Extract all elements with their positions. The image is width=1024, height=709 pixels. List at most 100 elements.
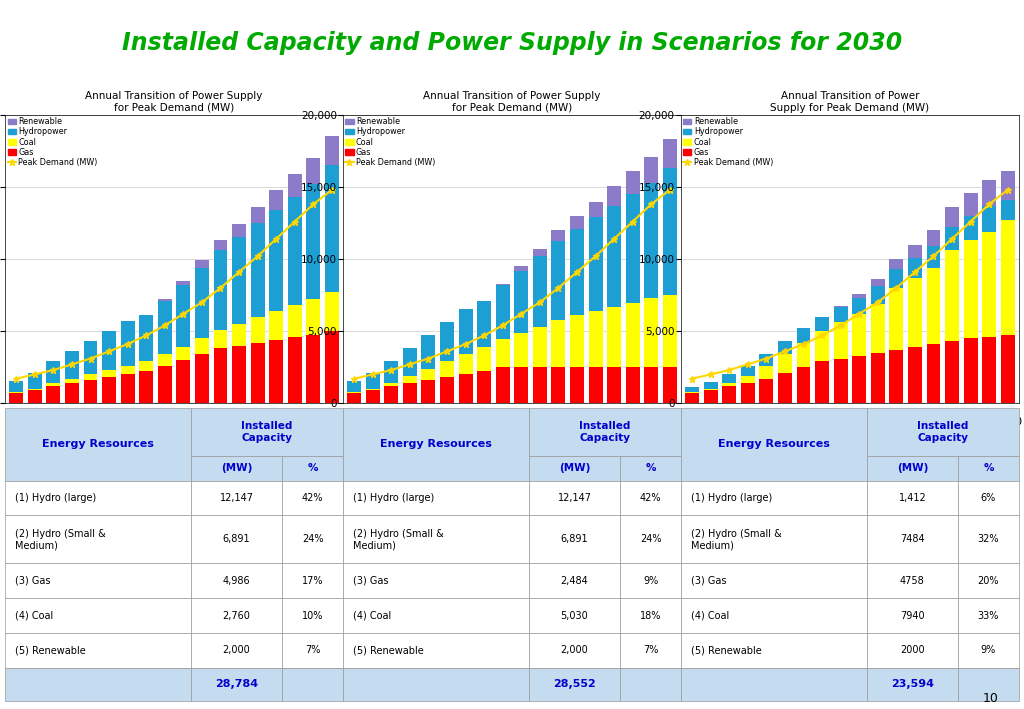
Bar	[440, 323, 454, 362]
Title: Annual Transition of Power
Supply for Peak Demand (MW): Annual Transition of Power Supply for Pe…	[770, 91, 930, 113]
Bar	[529, 481, 621, 515]
Bar	[121, 321, 134, 366]
Bar	[815, 317, 829, 331]
Bar	[927, 268, 940, 344]
Bar	[65, 351, 79, 379]
Bar	[982, 337, 996, 403]
Bar	[621, 633, 681, 668]
Bar	[251, 207, 264, 223]
Text: (3) Gas: (3) Gas	[15, 576, 51, 586]
Bar	[797, 328, 810, 342]
Text: Installed
Capacity: Installed Capacity	[918, 421, 969, 442]
Bar	[681, 564, 866, 598]
Bar	[621, 515, 681, 564]
Bar	[552, 230, 565, 240]
Bar	[306, 335, 321, 403]
Bar	[834, 359, 848, 403]
Text: Scenario 3
(Power Resources Balance): Scenario 3 (Power Resources Balance)	[754, 78, 946, 106]
Bar	[496, 367, 510, 403]
Bar	[283, 456, 343, 481]
Bar	[514, 333, 528, 367]
Bar	[626, 172, 640, 194]
Bar	[46, 362, 60, 383]
Text: Scenario 1
(Domestic Energy Consumption): Scenario 1 (Domestic Energy Consumption)	[60, 78, 288, 106]
Bar	[46, 386, 60, 403]
Bar	[191, 668, 283, 701]
Legend: Renewable, Hydropower, Coal, Gas, Peak Demand (MW): Renewable, Hydropower, Coal, Gas, Peak D…	[683, 116, 774, 168]
Bar	[852, 314, 866, 356]
Bar	[958, 481, 1019, 515]
Bar	[121, 374, 134, 403]
Bar	[102, 331, 116, 370]
Bar	[366, 373, 380, 389]
Bar	[722, 386, 736, 403]
Bar	[797, 367, 810, 403]
Bar	[834, 323, 848, 359]
Bar	[306, 299, 321, 335]
Bar	[607, 186, 622, 206]
Bar	[1000, 171, 1015, 200]
Bar	[760, 379, 773, 403]
Text: 6,891: 6,891	[223, 535, 251, 545]
Bar	[283, 668, 343, 701]
Bar	[778, 373, 792, 403]
Bar	[607, 307, 622, 367]
Text: 7484: 7484	[900, 535, 925, 545]
Bar	[459, 310, 472, 354]
Text: 6,891: 6,891	[561, 535, 589, 545]
Bar	[477, 301, 492, 347]
Bar	[740, 376, 755, 383]
Bar	[306, 158, 321, 184]
Bar	[402, 383, 417, 403]
Bar	[529, 408, 681, 456]
Bar	[958, 515, 1019, 564]
Bar	[214, 330, 227, 348]
Bar	[570, 216, 584, 229]
Text: (2) Hydro (Small &
Medium): (2) Hydro (Small & Medium)	[15, 529, 106, 550]
Text: 2,000: 2,000	[561, 645, 589, 655]
Bar	[722, 383, 736, 386]
Bar	[251, 342, 264, 403]
Bar	[176, 360, 190, 403]
Bar	[927, 344, 940, 403]
Bar	[570, 316, 584, 367]
Bar	[232, 345, 246, 403]
Bar	[852, 298, 866, 314]
Bar	[232, 238, 246, 324]
Bar	[552, 320, 565, 367]
Bar	[589, 218, 602, 311]
Text: 1,412: 1,412	[899, 493, 927, 503]
Text: 20%: 20%	[978, 576, 999, 586]
Bar	[283, 515, 343, 564]
Bar	[552, 240, 565, 320]
Bar	[214, 240, 227, 250]
Bar	[866, 564, 958, 598]
Text: (3) Gas: (3) Gas	[691, 576, 727, 586]
Bar	[514, 267, 528, 271]
Text: Scenario 2
(Least Cost): Scenario 2 (Least Cost)	[469, 78, 555, 106]
Bar	[778, 354, 792, 373]
Bar	[384, 362, 398, 383]
Bar	[870, 303, 885, 353]
Bar	[890, 288, 903, 350]
Text: Installed
Capacity: Installed Capacity	[242, 421, 293, 442]
Bar	[402, 348, 417, 376]
Bar	[703, 390, 718, 403]
Bar	[440, 377, 454, 403]
Text: 12,147: 12,147	[557, 493, 592, 503]
Bar	[703, 381, 718, 389]
Bar	[663, 295, 677, 367]
Bar	[422, 369, 435, 380]
Bar	[191, 481, 283, 515]
Bar	[65, 383, 79, 403]
Bar	[121, 366, 134, 374]
Bar	[288, 337, 302, 403]
Text: (1) Hydro (large): (1) Hydro (large)	[15, 493, 96, 503]
Bar	[102, 370, 116, 377]
Bar	[158, 366, 172, 403]
Bar	[366, 389, 380, 390]
Bar	[384, 386, 398, 403]
Bar	[644, 367, 658, 403]
Text: 10: 10	[982, 693, 998, 705]
Bar	[195, 354, 209, 403]
